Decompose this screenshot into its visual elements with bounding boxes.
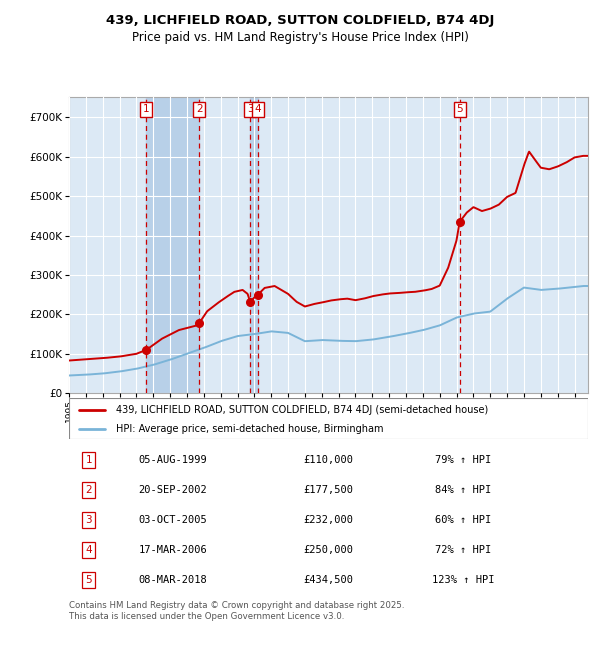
Text: 439, LICHFIELD ROAD, SUTTON COLDFIELD, B74 4DJ: 439, LICHFIELD ROAD, SUTTON COLDFIELD, B… — [106, 14, 494, 27]
Text: 03-OCT-2005: 03-OCT-2005 — [139, 515, 207, 525]
Text: 3: 3 — [247, 105, 253, 114]
Text: £434,500: £434,500 — [304, 575, 353, 585]
Text: 79% ↑ HPI: 79% ↑ HPI — [436, 455, 491, 465]
Bar — [250, 98, 258, 393]
Text: Price paid vs. HM Land Registry's House Price Index (HPI): Price paid vs. HM Land Registry's House … — [131, 31, 469, 44]
Text: 2: 2 — [196, 105, 202, 114]
Text: £177,500: £177,500 — [304, 485, 353, 495]
Text: £250,000: £250,000 — [304, 545, 353, 555]
Text: 60% ↑ HPI: 60% ↑ HPI — [436, 515, 491, 525]
Text: 2: 2 — [85, 485, 92, 495]
Text: 84% ↑ HPI: 84% ↑ HPI — [436, 485, 491, 495]
Text: 4: 4 — [85, 545, 92, 555]
Text: 08-MAR-2018: 08-MAR-2018 — [139, 575, 207, 585]
Text: 1: 1 — [85, 455, 92, 465]
Text: £110,000: £110,000 — [304, 455, 353, 465]
Text: 1: 1 — [143, 105, 149, 114]
Text: 4: 4 — [254, 105, 261, 114]
Text: 123% ↑ HPI: 123% ↑ HPI — [432, 575, 494, 585]
Text: 20-SEP-2002: 20-SEP-2002 — [139, 485, 207, 495]
Text: £232,000: £232,000 — [304, 515, 353, 525]
FancyBboxPatch shape — [69, 398, 588, 439]
Text: 72% ↑ HPI: 72% ↑ HPI — [436, 545, 491, 555]
Text: 439, LICHFIELD ROAD, SUTTON COLDFIELD, B74 4DJ (semi-detached house): 439, LICHFIELD ROAD, SUTTON COLDFIELD, B… — [116, 405, 488, 415]
Text: 5: 5 — [85, 575, 92, 585]
Text: 17-MAR-2006: 17-MAR-2006 — [139, 545, 207, 555]
Text: 5: 5 — [456, 105, 463, 114]
Text: HPI: Average price, semi-detached house, Birmingham: HPI: Average price, semi-detached house,… — [116, 424, 383, 434]
Text: 3: 3 — [85, 515, 92, 525]
Text: Contains HM Land Registry data © Crown copyright and database right 2025.
This d: Contains HM Land Registry data © Crown c… — [69, 601, 404, 621]
Bar — [146, 98, 199, 393]
Text: 05-AUG-1999: 05-AUG-1999 — [139, 455, 207, 465]
